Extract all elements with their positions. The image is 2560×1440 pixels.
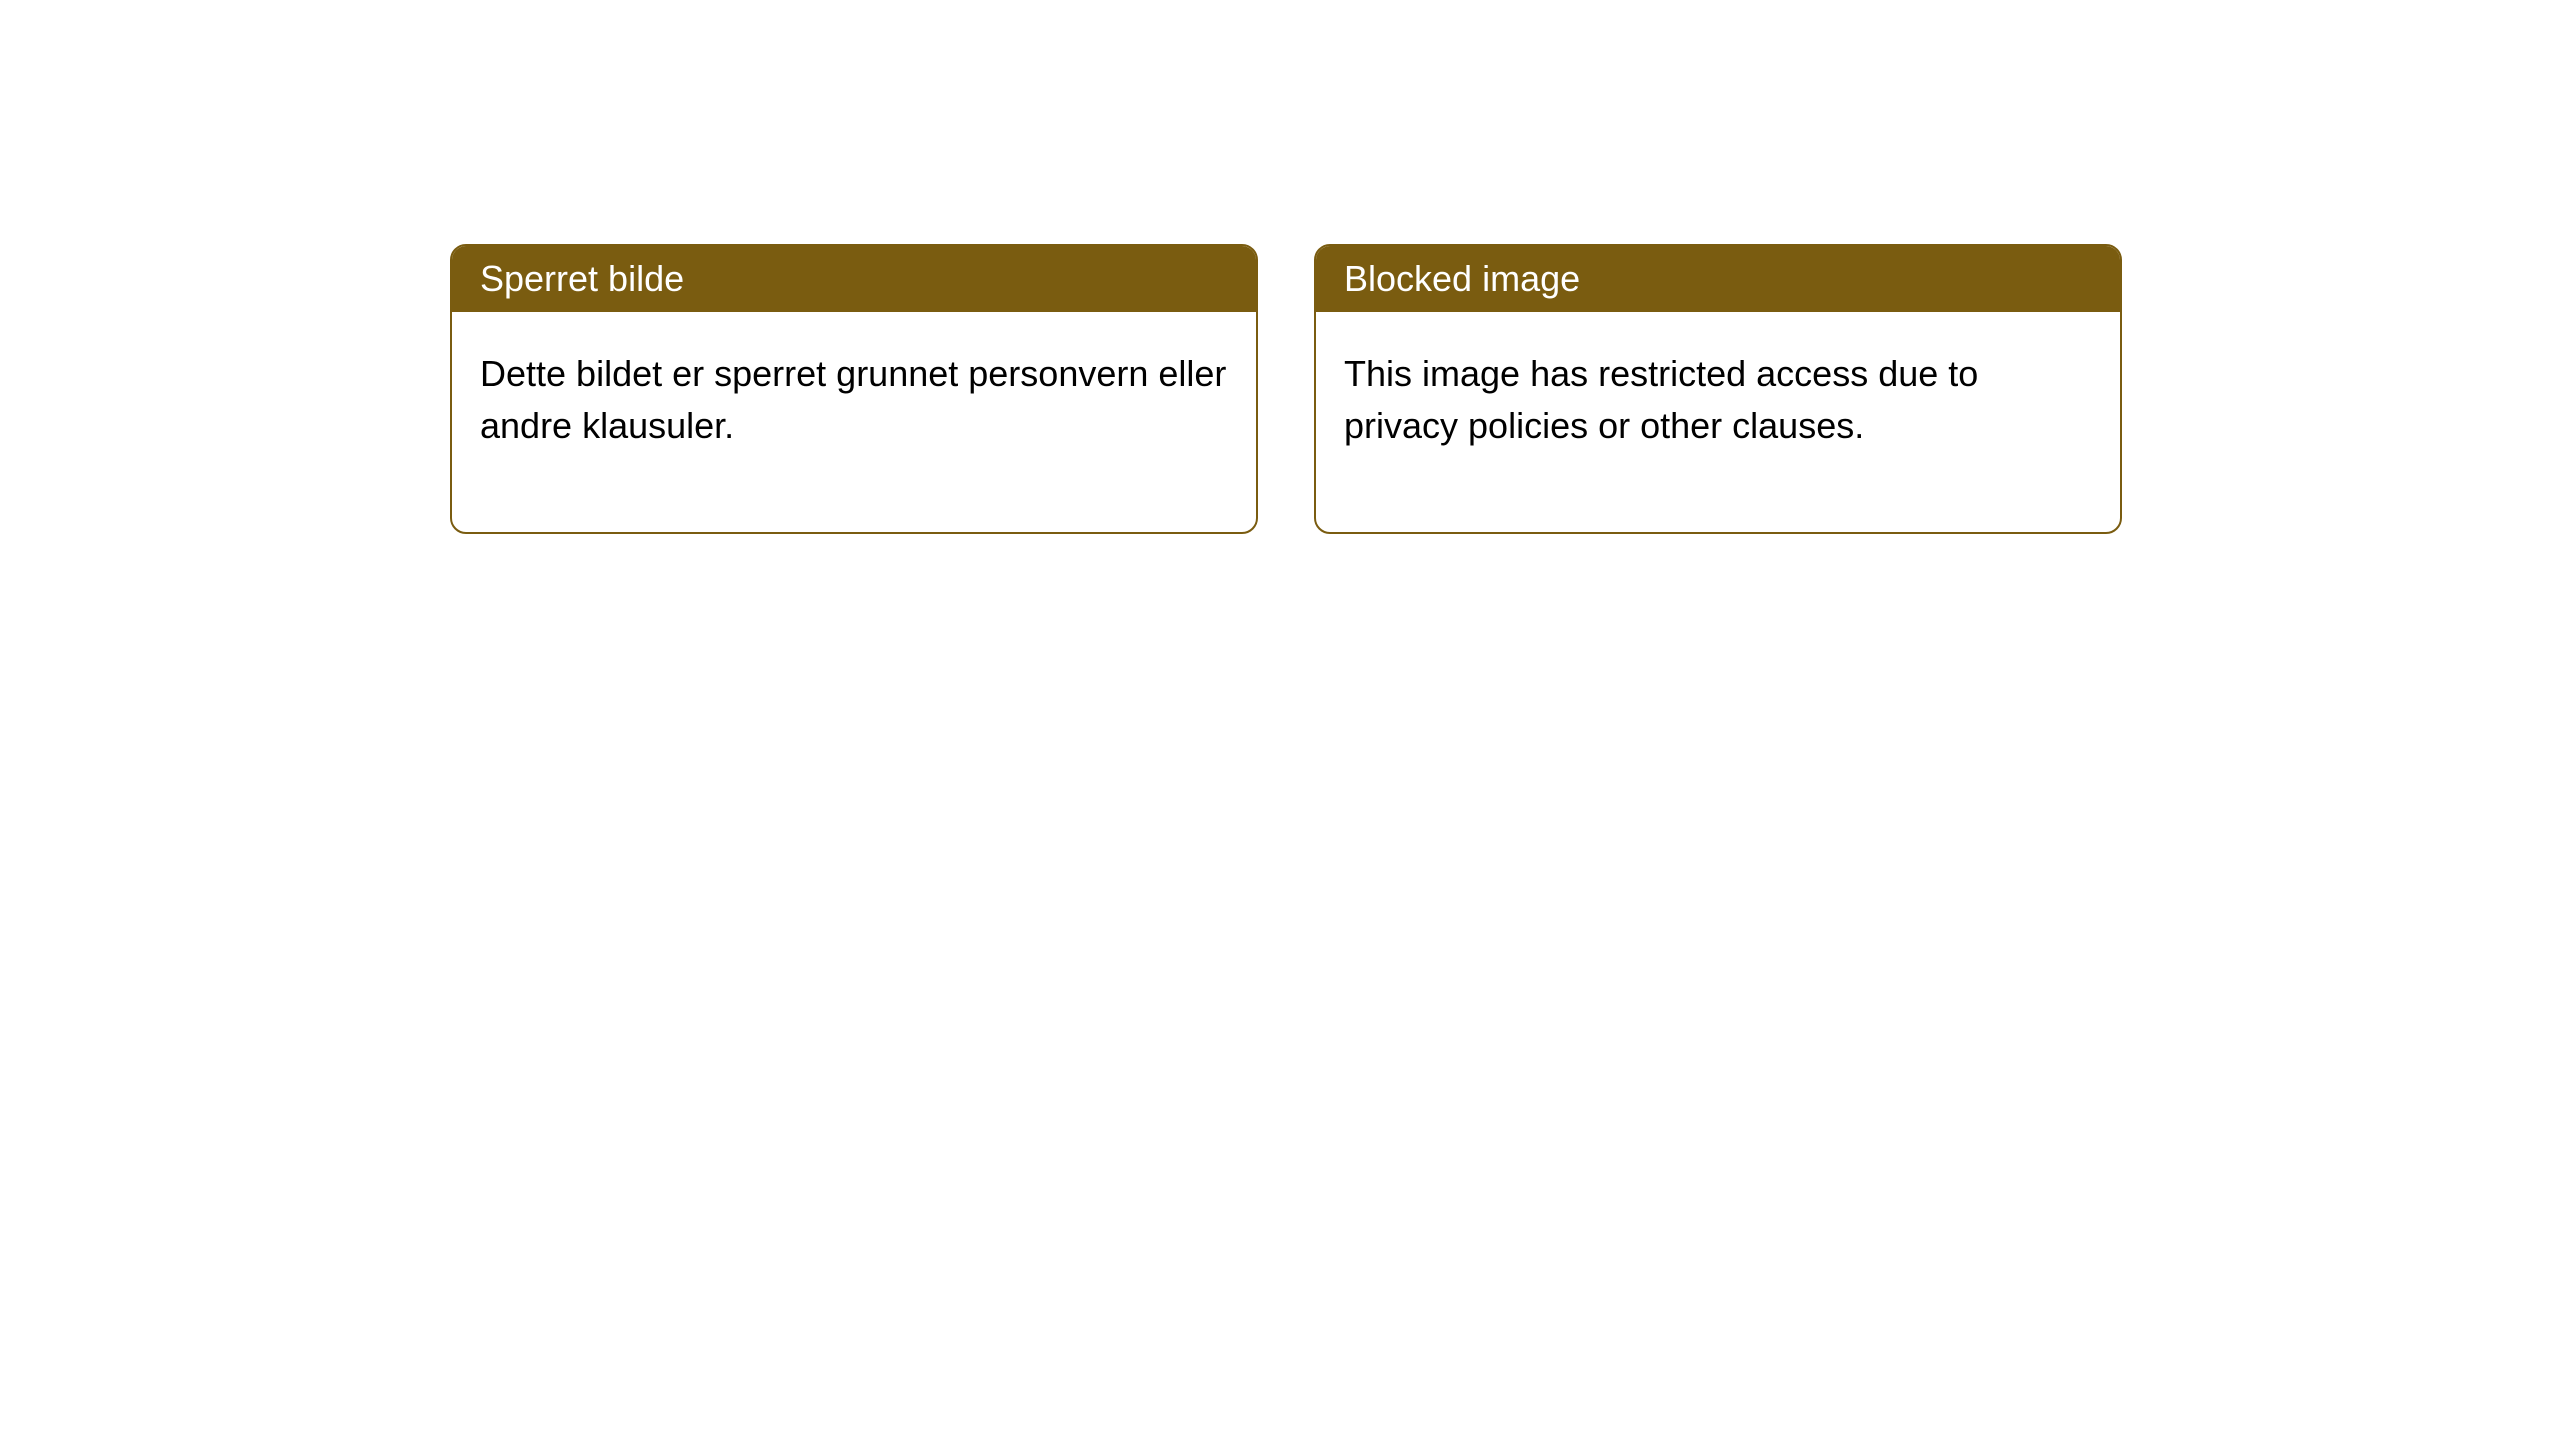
notice-card-english: Blocked image This image has restricted … bbox=[1314, 244, 2122, 534]
card-message: Dette bildet er sperret grunnet personve… bbox=[480, 353, 1226, 446]
card-header: Blocked image bbox=[1316, 246, 2120, 312]
card-message: This image has restricted access due to … bbox=[1344, 353, 1978, 446]
notice-container: Sperret bilde Dette bildet er sperret gr… bbox=[0, 0, 2560, 534]
card-body: Dette bildet er sperret grunnet personve… bbox=[452, 312, 1256, 532]
card-title: Blocked image bbox=[1344, 258, 1580, 299]
card-title: Sperret bilde bbox=[480, 258, 684, 299]
card-header: Sperret bilde bbox=[452, 246, 1256, 312]
notice-card-norwegian: Sperret bilde Dette bildet er sperret gr… bbox=[450, 244, 1258, 534]
card-body: This image has restricted access due to … bbox=[1316, 312, 2120, 532]
